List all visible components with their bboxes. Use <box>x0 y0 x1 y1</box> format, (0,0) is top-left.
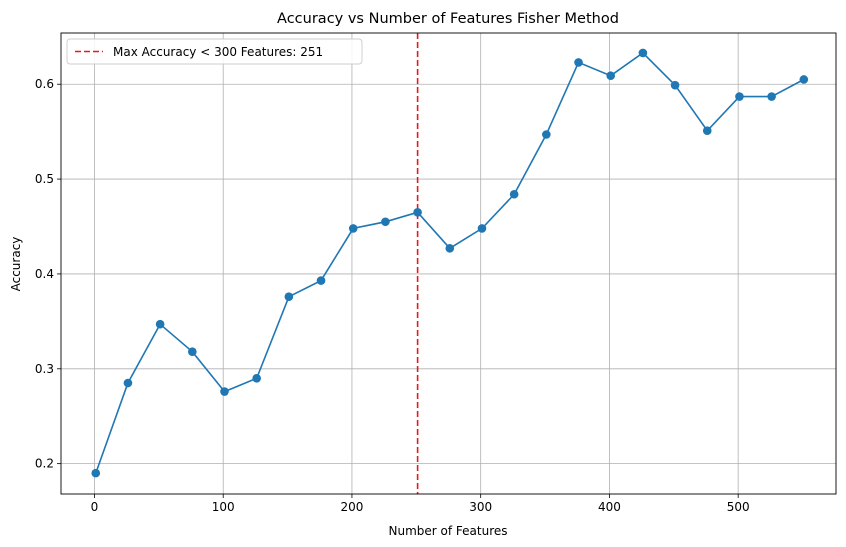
y-tick-label: 0.3 <box>35 362 54 376</box>
y-tick-label: 0.4 <box>35 267 54 281</box>
x-tick-label: 400 <box>598 500 621 514</box>
data-point <box>316 276 326 285</box>
x-tick-label: 500 <box>727 500 750 514</box>
data-point <box>413 207 422 217</box>
y-axis-title: Accuracy <box>9 237 23 292</box>
legend-label: Max Accuracy < 300 Features: 251 <box>113 45 323 59</box>
data-point <box>606 71 616 80</box>
data-point <box>638 48 648 58</box>
x-tick-label: 100 <box>212 500 235 514</box>
data-point <box>670 80 680 90</box>
data-point <box>542 130 551 139</box>
data-point <box>477 224 487 233</box>
data-point <box>252 373 261 383</box>
data-point <box>123 378 133 388</box>
data-point <box>284 292 294 301</box>
legend-box <box>66 38 363 65</box>
plot-frame <box>60 32 837 495</box>
data-point <box>574 58 583 67</box>
data-point <box>735 92 744 101</box>
y-tick-label: 0.6 <box>35 77 54 91</box>
data-point <box>348 224 358 233</box>
data-point <box>509 189 519 199</box>
chart-title: Accuracy vs Number of Features Fisher Me… <box>277 11 619 27</box>
data-point <box>188 347 197 357</box>
y-tick-label: 0.2 <box>35 457 54 471</box>
ticks: 0 100 200 300 400 500 0.2 0.3 0.4 0.5 0.6 <box>35 77 750 514</box>
x-axis-title: Number of Features <box>389 524 508 538</box>
grid <box>61 33 836 494</box>
legend: Max Accuracy < 300 Features: 251 <box>66 38 363 65</box>
y-tick-label: 0.5 <box>35 172 54 186</box>
data-point <box>799 75 809 84</box>
data-point <box>91 468 101 478</box>
data-point <box>155 319 165 329</box>
data-point <box>702 126 712 136</box>
data-point <box>220 387 229 396</box>
data-point <box>445 244 455 253</box>
x-tick-label: 200 <box>340 500 363 514</box>
x-tick-label: 0 <box>91 500 99 514</box>
x-tick-label: 300 <box>469 500 492 514</box>
data-point <box>767 92 776 101</box>
data-point <box>381 217 390 227</box>
series <box>91 48 809 478</box>
